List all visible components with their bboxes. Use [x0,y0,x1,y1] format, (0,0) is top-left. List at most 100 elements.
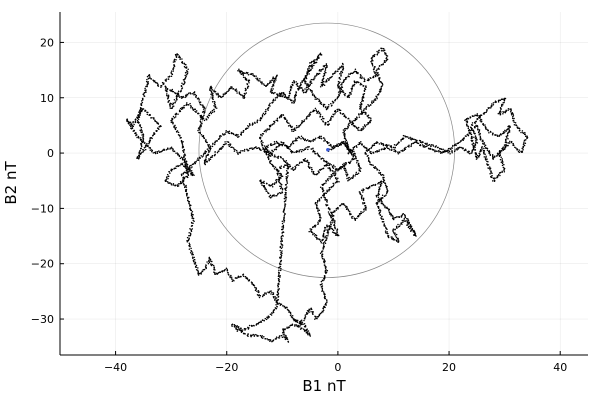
data-point [380,182,383,185]
data-point [202,153,205,156]
data-point [312,226,314,229]
data-point [266,108,269,110]
data-point [286,181,288,183]
data-point [280,93,283,95]
data-point [319,218,321,221]
data-point [390,146,393,149]
data-point [243,148,246,151]
data-point [267,157,270,159]
data-point [251,124,254,126]
data-point [376,50,378,53]
data-point [331,100,334,103]
data-point [150,117,152,119]
data-point [512,113,514,116]
data-point [339,167,342,169]
data-point [142,136,144,138]
data-point [272,309,275,312]
data-point [301,87,303,89]
data-point [469,126,472,128]
data-point [200,118,202,121]
data-point [211,94,214,96]
data-point [273,82,275,84]
data-point [412,231,415,233]
data-point [282,211,285,213]
data-point [352,153,355,155]
data-point [184,94,187,96]
data-point [156,150,159,153]
data-point [263,293,265,296]
data-point [192,257,194,260]
data-point [317,209,319,211]
data-point [380,64,383,66]
data-point [207,114,210,116]
data-point [156,152,159,155]
data-point [369,121,371,124]
data-point [321,257,324,260]
data-point [322,189,325,192]
data-point [175,55,178,58]
data-point [208,159,210,162]
data-point [474,135,477,137]
data-point [267,144,269,147]
data-point [516,126,519,128]
data-point [251,281,253,284]
data-point [211,97,214,100]
data-point [392,216,394,218]
data-point [278,143,280,146]
data-point [325,140,328,143]
data-point [188,242,191,244]
data-point [317,212,320,215]
data-point [204,151,206,153]
data-point [374,99,377,101]
data-point [522,143,525,146]
data-point [243,92,246,95]
data-point [325,239,328,241]
data-point [291,101,293,104]
data-point [327,162,330,164]
data-point [195,110,198,112]
data-point [148,141,151,144]
data-point [323,278,325,281]
data-point [278,288,281,290]
data-point [255,77,257,80]
data-point [329,162,331,165]
data-point [350,160,352,162]
data-point [146,145,149,148]
data-point [184,96,186,99]
data-point [140,100,143,102]
data-point [406,136,408,138]
data-point [282,305,284,307]
data-point [470,133,473,136]
data-point [290,87,293,89]
data-point [190,212,193,214]
data-point [366,115,368,117]
data-point [302,91,305,94]
data-point [260,320,262,322]
data-point [184,190,187,192]
data-point [154,152,157,155]
data-point [197,97,200,99]
data-point [328,176,330,178]
data-point [215,93,217,95]
data-point [476,113,479,115]
data-point [188,248,191,250]
data-point [142,137,145,140]
data-point [169,105,171,107]
data-point [352,125,355,127]
data-point [265,150,268,152]
data-point [362,109,365,111]
data-point [369,77,371,79]
data-point [384,230,387,232]
data-point [375,202,378,205]
data-point [407,218,409,220]
data-point [307,165,310,167]
data-point [166,173,169,176]
data-point [236,92,238,94]
data-point [237,326,240,328]
data-point [175,184,177,186]
data-point [233,133,235,136]
data-point [383,223,386,225]
data-point [213,266,216,269]
data-point [200,271,202,274]
data-point [283,219,285,221]
